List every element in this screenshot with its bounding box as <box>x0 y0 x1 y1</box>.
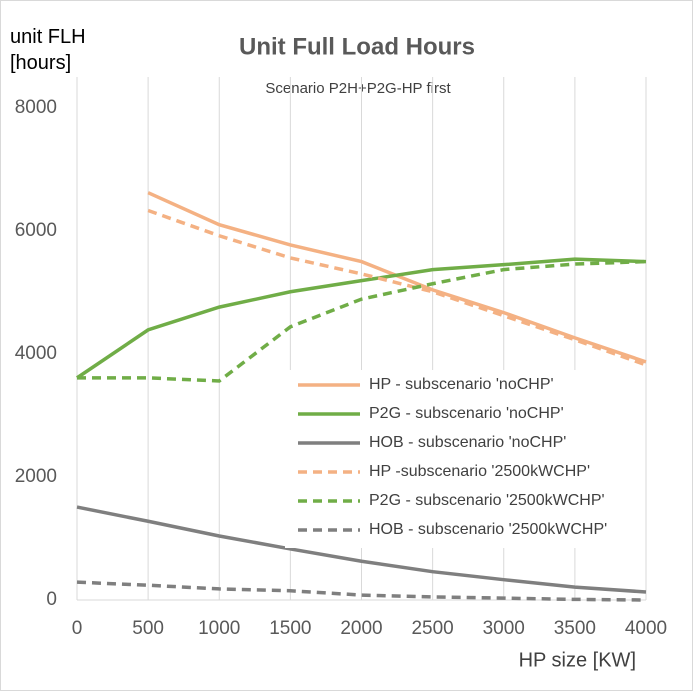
legend-box <box>285 370 640 548</box>
x-tick-label: 500 <box>132 618 164 639</box>
x-tick-label: 3000 <box>483 618 525 639</box>
x-tick-label: 0 <box>72 618 83 639</box>
series-line <box>77 259 647 383</box>
y-tick-label: 6000 <box>15 220 57 241</box>
y-tick-label: 8000 <box>15 97 57 118</box>
series-line <box>76 580 647 602</box>
legend-label: HOB - subscenario 'noCHP' <box>369 434 566 451</box>
x-axis-label: HP size [KW] <box>519 649 636 671</box>
y-axis-label: unit FLH [hours] <box>10 26 86 74</box>
series-line <box>76 505 647 594</box>
x-tick-label: 2000 <box>340 618 382 639</box>
series-line <box>147 208 647 367</box>
y-tick-label: 4000 <box>15 343 57 364</box>
x-tick-label: 2500 <box>411 618 453 639</box>
chart-subtitle: Scenario P2H+P2G-HP first <box>265 80 451 97</box>
legend-label: HOB - subscenario '2500kWCHP' <box>369 521 607 538</box>
x-tick-label: 1000 <box>198 618 240 639</box>
legend-label: HP - subscenario 'noCHP' <box>369 376 554 393</box>
legend-label: P2G - subscenario 'noCHP' <box>369 405 564 422</box>
x-tick-label: 4000 <box>625 618 667 639</box>
legend-label: P2G - subscenario '2500kWCHP' <box>369 492 605 509</box>
chart-title: Unit Full Load Hours <box>239 33 475 60</box>
legend-label: HP -subscenario '2500kWCHP' <box>369 463 590 480</box>
y-tick-label: 0 <box>46 589 57 610</box>
x-tick-label: 1500 <box>269 618 311 639</box>
y-tick-label: 2000 <box>15 466 57 487</box>
x-tick-label: 3500 <box>554 618 596 639</box>
series-line <box>76 257 647 380</box>
